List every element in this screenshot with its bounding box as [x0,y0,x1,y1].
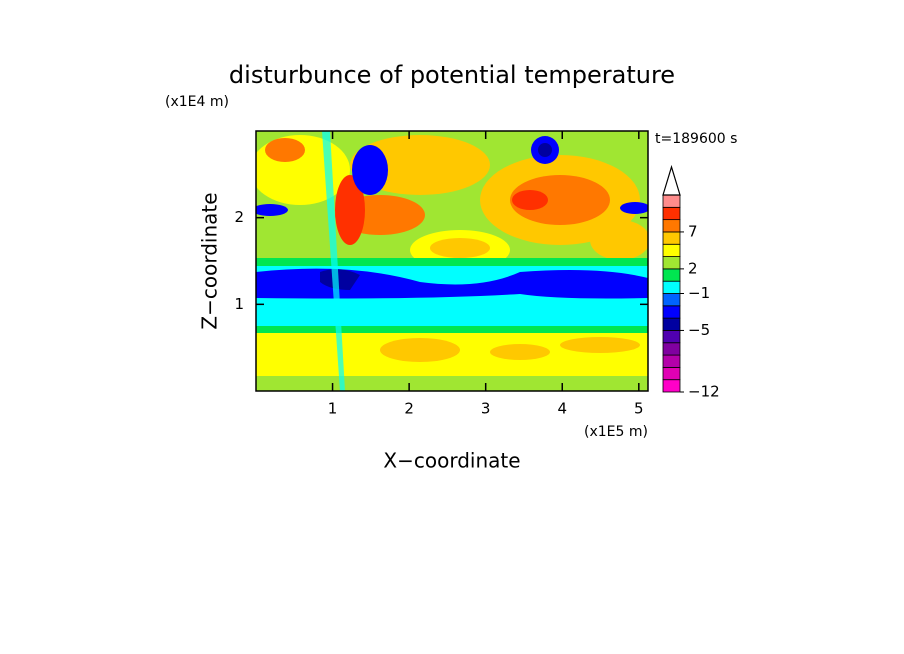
x-tick-label: 3 [481,400,491,418]
colorbar-box [662,206,681,221]
chart-title: disturbunce of potential temperature [229,61,675,89]
y-unit: (x1E4 m) [165,94,229,110]
time-label: t=189600 s [655,131,737,147]
colorbar-box [662,231,681,245]
colorbar-box [662,354,681,368]
colorbar-box [662,268,681,282]
x-tick-label: 1 [328,400,338,418]
x-tick-label: 2 [404,400,414,418]
colorbar-box [662,342,681,356]
colorbar-label: −12 [688,383,720,401]
y-tick-label: 1 [234,295,244,313]
y-axis-label: Z−coordinate [198,192,222,329]
colorbar-extend [662,164,681,196]
colorbar-box [662,256,681,270]
colorbar-box [662,280,681,294]
colorbar-box [662,219,681,233]
x-tick-label: 5 [634,400,644,418]
plot-frame [255,130,649,392]
colorbar-label: −1 [688,284,710,302]
colorbar-box [662,330,681,344]
colorbar-box [662,243,681,257]
colorbar-box [662,366,681,381]
y-tick-label: 2 [234,208,244,226]
colorbar-box [662,305,681,319]
colorbar-label: 7 [688,222,698,240]
x-tick-label: 4 [557,400,567,418]
colorbar-box [662,379,681,393]
colorbar-label: 2 [688,259,698,277]
colorbar-label: −5 [688,321,710,339]
colorbar-box [662,194,681,208]
x-axis-label: X−coordinate [383,449,520,473]
contour-field [256,131,648,391]
colorbar-box [662,317,681,331]
x-unit: (x1E5 m) [584,424,648,440]
colorbar-box [662,293,681,307]
